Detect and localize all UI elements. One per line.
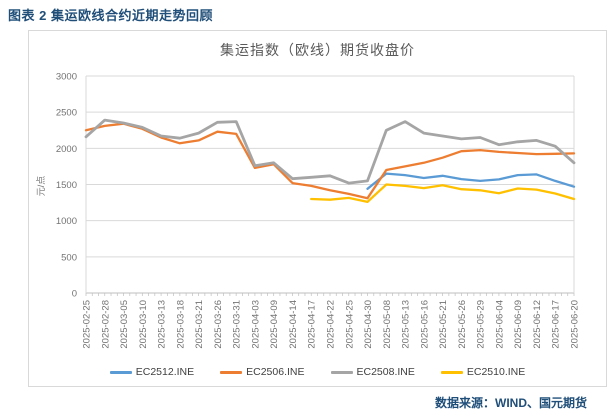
- x-tick-label: 2025-03-10: [138, 300, 149, 349]
- x-tick-label: 2025-04-14: [288, 300, 299, 349]
- x-tick-label: 2025-03-13: [157, 300, 168, 349]
- x-tick-label: 2025-04-30: [363, 300, 374, 349]
- legend-item-EC2512.INE: EC2512.INE: [109, 366, 195, 378]
- x-tick-label: 2025-06-17: [551, 300, 562, 349]
- x-tick-label: 2025-02-25: [82, 300, 93, 349]
- x-tick-label: 2025-05-13: [401, 300, 412, 349]
- legend-item-EC2510.INE: EC2510.INE: [440, 366, 526, 378]
- legend-label: EC2506.INE: [246, 366, 305, 378]
- x-tick-label: 2025-06-12: [532, 300, 543, 349]
- x-tick-label: 2025-03-31: [232, 300, 243, 349]
- chart-title: 集运指数（欧线）期货收盘价: [220, 42, 415, 58]
- x-tick-label: 2025-05-26: [457, 300, 468, 349]
- x-tick-label: 2025-06-04: [494, 300, 505, 349]
- series-line-EC2510.INE: [310, 183, 576, 204]
- x-tick-label: 2025-03-26: [213, 300, 224, 349]
- y-tick-label: 1500: [56, 180, 77, 191]
- x-tick-label: 2025-04-22: [326, 300, 337, 349]
- chart-container: 集运指数（欧线）期货收盘价 元/点 0 500 1000 1500 2000 2500 30…: [28, 30, 607, 387]
- x-tick-label: 2025-05-08: [382, 300, 393, 349]
- legend-item-EC2508.INE: EC2508.INE: [330, 366, 415, 378]
- legend-label: EC2512.INE: [135, 366, 195, 378]
- x-tick-label: 2025-06-09: [513, 300, 524, 349]
- x-tick-label: 2025-05-21: [438, 300, 449, 349]
- x-tick-label: 2025-02-28: [100, 300, 111, 349]
- chart-legend: EC2512.INE EC2506.INE EC2508.INE EC2510.INE: [29, 363, 606, 381]
- y-tick-label: 0: [72, 289, 77, 300]
- report-title: 图表 2 集运欧线合约近期走势回顾: [8, 8, 213, 23]
- x-tick-label: 2025-03-18: [175, 300, 186, 349]
- y-tick-label: 2500: [56, 108, 77, 119]
- legend-label: EC2508.INE: [356, 366, 415, 378]
- x-tick-label: 2025-03-05: [119, 300, 130, 349]
- legend-item-EC2506.INE: EC2506.INE: [220, 366, 305, 378]
- data-source-note: 数据来源：WIND、国元期货: [435, 396, 587, 410]
- y-tick-label: 3000: [56, 72, 77, 83]
- x-tick-label: 2025-04-17: [307, 300, 318, 349]
- series-line-EC2512.INE: [366, 172, 576, 190]
- y-tick-label: 500: [61, 252, 77, 263]
- line-chart: 0 500 1000 1500 2000 2500 3000 2025-02-25 2025-0…: [56, 72, 581, 349]
- y-tick-label: 1000: [56, 216, 77, 227]
- legend-swatch-EC2512.INE: [109, 370, 132, 374]
- series-line-EC2508.INE: [84, 118, 576, 185]
- x-tick-label: 2025-06-20: [570, 300, 581, 349]
- x-tick-label: 2025-04-03: [250, 300, 261, 349]
- x-tick-label: 2025-03-21: [194, 300, 205, 349]
- y-tick-label: 2000: [56, 144, 77, 155]
- legend-swatch-EC2506.INE: [220, 370, 243, 374]
- x-tick-label: 2025-04-09: [269, 300, 280, 349]
- x-tick-label: 2025-04-25: [344, 300, 355, 349]
- legend-swatch-EC2510.INE: [440, 370, 463, 374]
- legend-label: EC2510.INE: [466, 366, 526, 378]
- legend-swatch-EC2508.INE: [330, 370, 353, 374]
- x-tick-label: 2025-05-29: [476, 300, 487, 349]
- series-line-EC2506.INE: [84, 122, 576, 200]
- x-tick-label: 2025-05-16: [419, 300, 430, 349]
